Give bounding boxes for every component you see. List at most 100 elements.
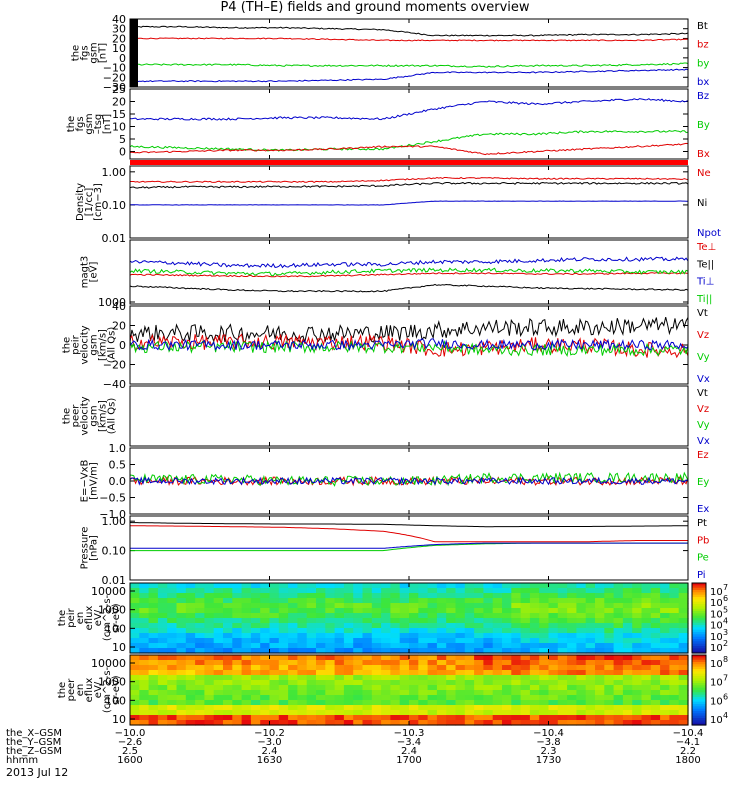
heatmap-cell <box>557 603 568 609</box>
heatmap-cell <box>399 648 410 654</box>
heatmap-cell <box>278 720 289 726</box>
heatmap-cell <box>539 593 550 599</box>
y-tick-label: 0.01 <box>102 232 127 245</box>
heatmap-cell <box>176 665 187 671</box>
heatmap-cell <box>306 690 317 696</box>
heatmap-cell <box>595 655 605 661</box>
y-tick-label: −40 <box>103 378 126 391</box>
heatmap-cell <box>557 588 568 594</box>
colorbar-cell <box>692 676 706 679</box>
legend-p2-0: Bz <box>697 91 709 102</box>
heatmap-cell <box>260 700 271 706</box>
heatmap-cell <box>474 675 484 681</box>
heatmap-cell <box>529 638 540 644</box>
heatmap-cell <box>399 675 410 681</box>
heatmap-cell <box>576 690 587 696</box>
heatmap-cell <box>269 628 280 634</box>
heatmap-cell <box>157 603 168 609</box>
heatmap-cell <box>288 623 298 629</box>
heatmap-cell <box>483 715 494 721</box>
heatmap-cell <box>641 700 652 706</box>
heatmap-cell <box>316 670 326 676</box>
heatmap-cell <box>185 598 196 604</box>
heatmap-cell <box>316 588 326 594</box>
heatmap-cell <box>567 633 577 639</box>
heatmap-cell <box>288 720 298 726</box>
heatmap-cell <box>418 705 429 711</box>
heatmap-cell <box>316 710 326 716</box>
heatmap-cell <box>585 675 596 681</box>
y-tick-label: 0 <box>119 339 126 352</box>
heatmap-cell <box>418 588 429 594</box>
heatmap-cell <box>595 660 605 666</box>
heatmap-cell <box>204 588 215 594</box>
heatmap-cell <box>511 685 522 691</box>
colorbar-cell <box>692 697 706 700</box>
ylabel-line: magt3 <box>80 256 91 289</box>
heatmap-cell <box>260 660 271 666</box>
heatmap-cell <box>390 603 401 609</box>
heatmap-cell <box>483 603 494 609</box>
colorbar-tick-exp: 4 <box>723 711 728 720</box>
heatmap-cell <box>595 628 605 634</box>
heatmap-cell <box>529 685 540 691</box>
heatmap-cell <box>390 655 401 661</box>
heatmap-cell <box>260 623 271 629</box>
heatmap-cell <box>343 720 354 726</box>
heatmap-cell <box>316 643 326 649</box>
heatmap-cell <box>436 690 447 696</box>
heatmap-cell <box>604 655 615 661</box>
heatmap-cell <box>381 623 391 629</box>
heatmap-cell <box>622 608 633 614</box>
heatmap-cell <box>409 618 419 624</box>
heatmap-cell <box>250 680 261 686</box>
heatmap-cell <box>390 648 401 654</box>
heatmap-cell <box>427 608 438 614</box>
heatmap-cell <box>604 705 615 711</box>
heatmap-cell <box>325 603 336 609</box>
heatmap-cell <box>678 583 689 589</box>
heatmap-cell <box>474 680 484 686</box>
colorbar-cell <box>692 639 706 642</box>
heatmap-cell <box>148 588 159 594</box>
heatmap-cell <box>353 608 364 614</box>
heatmap-cell <box>502 715 512 721</box>
heatmap-cell <box>613 670 624 676</box>
heatmap-cell <box>232 633 243 639</box>
legend-p3-0: Ne <box>697 168 711 179</box>
heatmap-cell <box>148 695 159 701</box>
heatmap-cell <box>455 670 466 676</box>
heatmap-cell <box>539 623 550 629</box>
heatmap-cell <box>409 583 419 589</box>
ylabel-line: the <box>62 408 73 424</box>
heatmap-cell <box>334 598 345 604</box>
heatmap-cell <box>130 633 140 639</box>
heatmap-cell <box>241 648 252 654</box>
heatmap-cell <box>604 623 615 629</box>
heatmap-cell <box>130 623 140 629</box>
heatmap-cell <box>176 598 187 604</box>
colorbar-cell <box>692 673 706 677</box>
heatmap-cell <box>157 648 168 654</box>
heatmap-cell <box>585 623 596 629</box>
heatmap-cell <box>409 643 419 649</box>
heatmap-cell <box>567 710 577 716</box>
heatmap-cell <box>176 603 187 609</box>
heatmap-cell <box>632 710 643 716</box>
heatmap-cell <box>641 608 652 614</box>
heatmap-cell <box>548 608 559 614</box>
heatmap-cell <box>446 623 457 629</box>
colorbar-tick-exp: 2 <box>723 639 728 648</box>
heatmap-cell <box>260 613 271 619</box>
heatmap-cell <box>176 633 187 639</box>
heatmap-cell <box>334 633 345 639</box>
heatmap-cell <box>483 710 494 716</box>
heatmap-cell <box>632 655 643 661</box>
heatmap-cell <box>641 593 652 599</box>
heatmap-cell <box>660 613 670 619</box>
heatmap-cell <box>660 685 670 691</box>
heatmap-cell <box>223 690 233 696</box>
heatmap-cell <box>604 633 615 639</box>
heatmap-cell <box>399 593 410 599</box>
